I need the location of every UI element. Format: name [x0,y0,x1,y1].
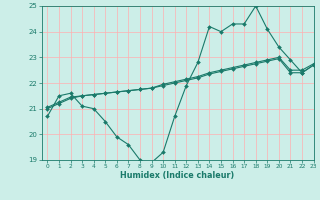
X-axis label: Humidex (Indice chaleur): Humidex (Indice chaleur) [120,171,235,180]
